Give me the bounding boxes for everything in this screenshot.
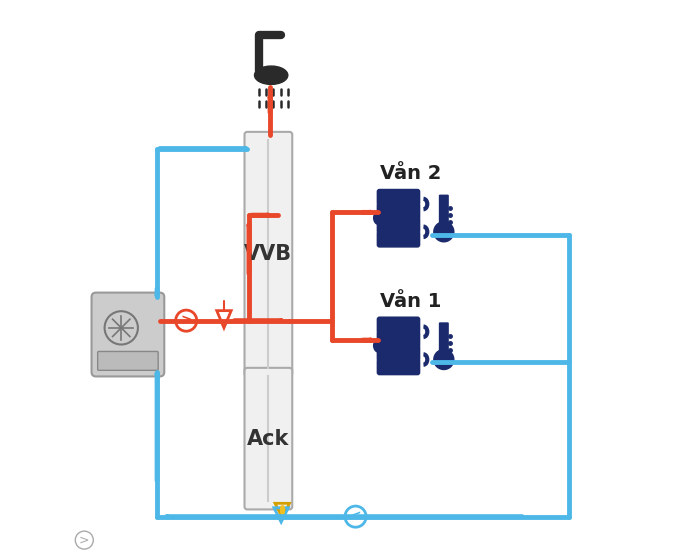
Circle shape (434, 222, 454, 242)
FancyBboxPatch shape (377, 358, 420, 376)
Ellipse shape (255, 66, 288, 84)
Text: <: < (350, 509, 361, 523)
FancyBboxPatch shape (377, 203, 420, 220)
FancyBboxPatch shape (377, 230, 420, 248)
FancyBboxPatch shape (377, 316, 420, 334)
Text: >: > (181, 314, 192, 328)
FancyBboxPatch shape (377, 189, 420, 206)
FancyBboxPatch shape (244, 368, 293, 509)
FancyBboxPatch shape (98, 352, 158, 371)
FancyBboxPatch shape (377, 330, 420, 348)
FancyBboxPatch shape (377, 217, 420, 234)
FancyBboxPatch shape (377, 344, 420, 362)
FancyBboxPatch shape (244, 132, 293, 376)
Text: Ack: Ack (247, 429, 290, 449)
Text: Vån 1: Vån 1 (380, 292, 442, 311)
FancyBboxPatch shape (92, 292, 164, 377)
Text: Vån 2: Vån 2 (380, 164, 442, 183)
FancyBboxPatch shape (439, 195, 449, 233)
Circle shape (434, 349, 454, 369)
FancyBboxPatch shape (439, 323, 449, 360)
Text: VVB: VVB (244, 244, 293, 264)
Text: >: > (79, 533, 90, 547)
